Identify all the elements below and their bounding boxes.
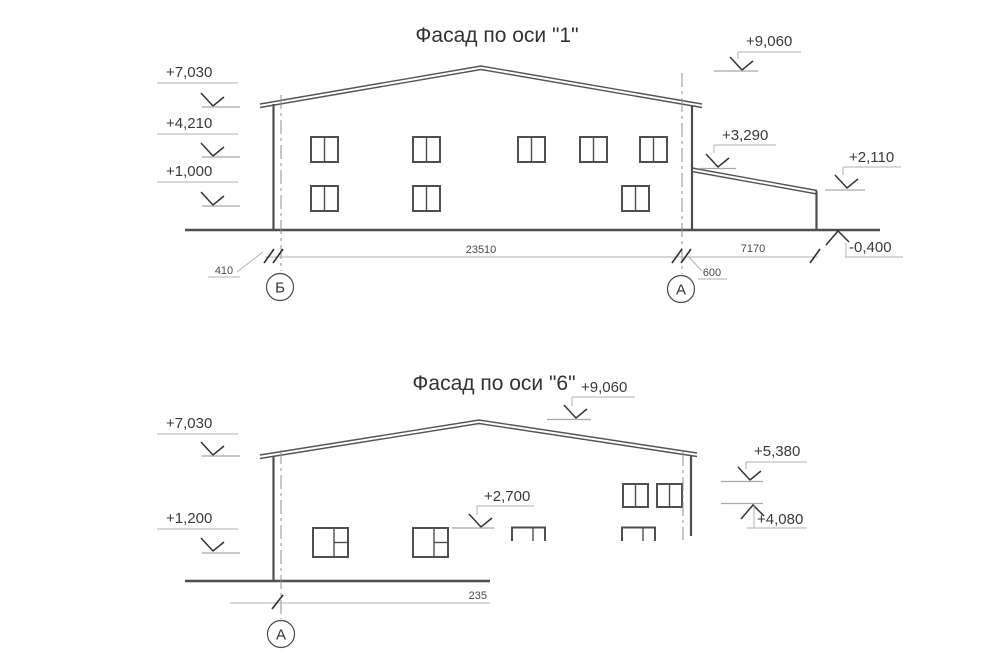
facade6-title: Фасад по оси "6": [412, 372, 575, 395]
down-arrow-icon: [200, 191, 225, 207]
facade6-roof-line-outer: [259, 419, 698, 456]
window: [310, 136, 339, 163]
window: [621, 185, 650, 212]
elevation-mark-2700: +2,700: [452, 488, 534, 529]
window: [412, 185, 441, 212]
elevation-mark-7030-b: +7,030: [157, 415, 240, 457]
elevation-label: +7,030: [166, 64, 212, 81]
leader-600: [687, 255, 703, 272]
elevation-mark-5380: +5,380: [721, 443, 807, 483]
dim-tick: [272, 248, 284, 264]
elevation-mark-1200: +1,200: [157, 510, 240, 554]
dim-235: 235: [469, 590, 487, 602]
window: [310, 185, 339, 212]
dim-tick: [809, 248, 821, 264]
facade6-windows: [312, 483, 683, 558]
elevation-label: +9,060: [581, 379, 627, 396]
axis-bubble-b: [265, 272, 295, 302]
down-arrow-icon: [834, 174, 859, 190]
window: [579, 136, 608, 163]
facade1-drawing: Фасад по оси "1" +7,030: [157, 24, 903, 304]
dim-tick: [271, 594, 284, 610]
up-arrow-icon: [825, 229, 850, 246]
facade1-roof-line-inner: [259, 68, 703, 109]
window: [412, 527, 449, 558]
facade1-windows-lower: [310, 185, 650, 212]
axis-letter-a: А: [276, 627, 286, 644]
elevation-mark-9060-b: +9,060: [547, 379, 635, 421]
facade1-axes: Б А: [265, 73, 696, 304]
dim-410: 410: [215, 265, 233, 277]
elevation-mark-4080: +4,080: [721, 502, 807, 529]
down-arrow-icon: [737, 466, 762, 482]
down-arrow-icon: [468, 513, 493, 529]
elevation-mark-neg0400: -0,400: [825, 229, 903, 258]
window: [639, 136, 668, 163]
elevation-label: +2,700: [484, 488, 530, 505]
leader-410: [236, 251, 264, 273]
axis-bubble-a: [266, 619, 296, 649]
axis-letter-b: Б: [275, 280, 285, 297]
window: [412, 136, 441, 163]
dim-23510: 23510: [466, 244, 497, 256]
facade1-roof-line-outer: [259, 65, 703, 105]
elevation-label: +1,000: [166, 163, 212, 180]
elevation-label: +5,380: [754, 443, 800, 460]
window: [656, 483, 683, 508]
axis-letter-a: А: [676, 282, 686, 299]
facade6-building-outline: [185, 419, 698, 583]
facade1-annex-roof-inner: [691, 170, 818, 195]
window: [312, 527, 349, 558]
down-arrow-icon: [200, 92, 225, 108]
window-partial: [511, 526, 546, 541]
down-arrow-icon: [729, 56, 754, 72]
elevation-mark-2110: +2,110: [825, 149, 901, 191]
elevation-label: +4,210: [166, 115, 212, 132]
dim-600: 600: [703, 267, 721, 279]
elevation-label: +3,290: [722, 127, 768, 144]
down-arrow-icon: [200, 142, 225, 158]
down-arrow-icon: [200, 441, 225, 457]
dim-tick: [680, 248, 692, 264]
facade1-windows-upper: [310, 136, 668, 163]
elevation-mark-3290: +3,290: [700, 127, 776, 170]
axis-bubble-a: [666, 274, 696, 304]
down-arrow-icon: [200, 537, 225, 553]
facade6-drawing: Фасад по оси "6" +9,060: [157, 372, 807, 649]
facade6-axes: А: [266, 450, 684, 649]
down-arrow-icon: [705, 153, 730, 169]
facade6-dimensions: 235: [230, 590, 490, 610]
elevation-label: +9,060: [746, 33, 792, 50]
elevation-mark-4210: +4,210: [157, 115, 240, 158]
down-arrow-icon: [563, 404, 588, 420]
elevation-mark-7030: +7,030: [157, 64, 240, 108]
dim-7170: 7170: [741, 243, 765, 255]
facade1-title: Фасад по оси "1": [415, 24, 578, 47]
up-arrow-icon: [740, 503, 765, 520]
elevation-mark-1000: +1,000: [157, 163, 240, 207]
facade1-building-outline: [185, 65, 880, 232]
elevation-label: +7,030: [166, 415, 212, 432]
elevation-label: +2,110: [849, 149, 894, 166]
window: [622, 483, 649, 508]
elevation-label: -0,400: [849, 239, 892, 256]
elevation-label: +4,080: [757, 511, 803, 528]
facade1-dimensions: 23510 7170 410 600: [208, 243, 821, 280]
elevation-label: +1,200: [166, 510, 212, 527]
window-partial: [621, 526, 656, 541]
dim-tick: [671, 248, 683, 264]
facade6-roof-line-inner: [259, 422, 698, 460]
dim-tick: [263, 248, 275, 264]
window: [517, 136, 546, 163]
facade1-annex-roof-outer: [691, 167, 818, 192]
elevation-mark-9060: +9,060: [714, 33, 801, 72]
